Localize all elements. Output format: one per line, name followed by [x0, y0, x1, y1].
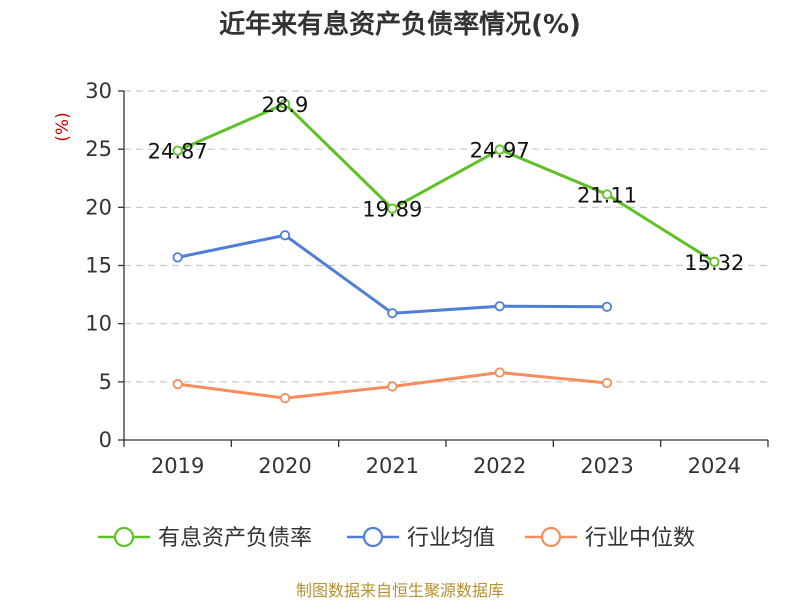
- x-tick-label: 2023: [580, 454, 633, 478]
- data-point: [494, 144, 505, 155]
- x-tick-label: 2019: [151, 454, 204, 478]
- data-label: 21.11: [577, 183, 637, 207]
- data-point: [709, 256, 720, 267]
- data-point: [601, 301, 613, 312]
- series-line-1: [177, 233, 608, 315]
- legend[interactable]: 有息资产负债率 行业均值 行业中位数: [98, 526, 695, 551]
- legend-swatch-marker: [540, 526, 562, 548]
- legend-swatch-marker: [113, 526, 135, 548]
- data-point: [387, 381, 398, 392]
- y-axis-unit: (%): [53, 112, 73, 141]
- source-note: 制图数据来自恒生聚源数据库: [296, 581, 504, 600]
- y-tick-label: 20: [85, 195, 112, 219]
- data-label: 24.87: [148, 140, 208, 164]
- data-point: [601, 189, 613, 200]
- data-labels: 24.87 28.9 19.89 24.97 21.11 15.32: [148, 93, 745, 275]
- y-tick-label: 15: [85, 254, 112, 278]
- data-point: [172, 252, 183, 263]
- legend-label: 行业中位数: [585, 526, 695, 551]
- axes: 0 5 10 15 20 25 30 2019 2020 2021 2022 2023 2024: [85, 79, 769, 478]
- x-tick-label: 2022: [473, 454, 526, 478]
- data-label: 28.9: [262, 93, 309, 117]
- chart-title: 近年来有息资产负债率情况(%): [219, 9, 581, 40]
- data-label: 19.89: [362, 198, 422, 222]
- data-label: 24.97: [470, 139, 530, 163]
- data-point: [279, 393, 291, 404]
- data-point: [279, 230, 291, 241]
- series-line-0: [177, 102, 716, 264]
- data-point: [494, 367, 505, 378]
- legend-swatch-marker: [362, 526, 384, 548]
- x-tick-label: 2021: [366, 454, 419, 478]
- data-point: [279, 98, 291, 109]
- y-tick-label: 30: [85, 79, 112, 103]
- data-point: [172, 145, 183, 156]
- data-point: [387, 203, 398, 214]
- data-point: [387, 308, 398, 319]
- y-tick-label: 0: [99, 428, 112, 452]
- data-label: 15.32: [684, 251, 744, 275]
- y-tick-label: 10: [85, 312, 112, 336]
- y-tick-label: 5: [99, 370, 112, 394]
- data-point: [601, 377, 613, 389]
- data-point: [172, 379, 183, 390]
- y-tick-label: 25: [85, 137, 112, 161]
- x-tick-label: 2024: [688, 454, 741, 478]
- legend-label: 行业均值: [407, 526, 495, 551]
- series-lines: [172, 98, 720, 404]
- data-point: [494, 301, 505, 312]
- legend-label: 有息资产负债率: [158, 526, 312, 551]
- x-tick-label: 2020: [258, 454, 311, 478]
